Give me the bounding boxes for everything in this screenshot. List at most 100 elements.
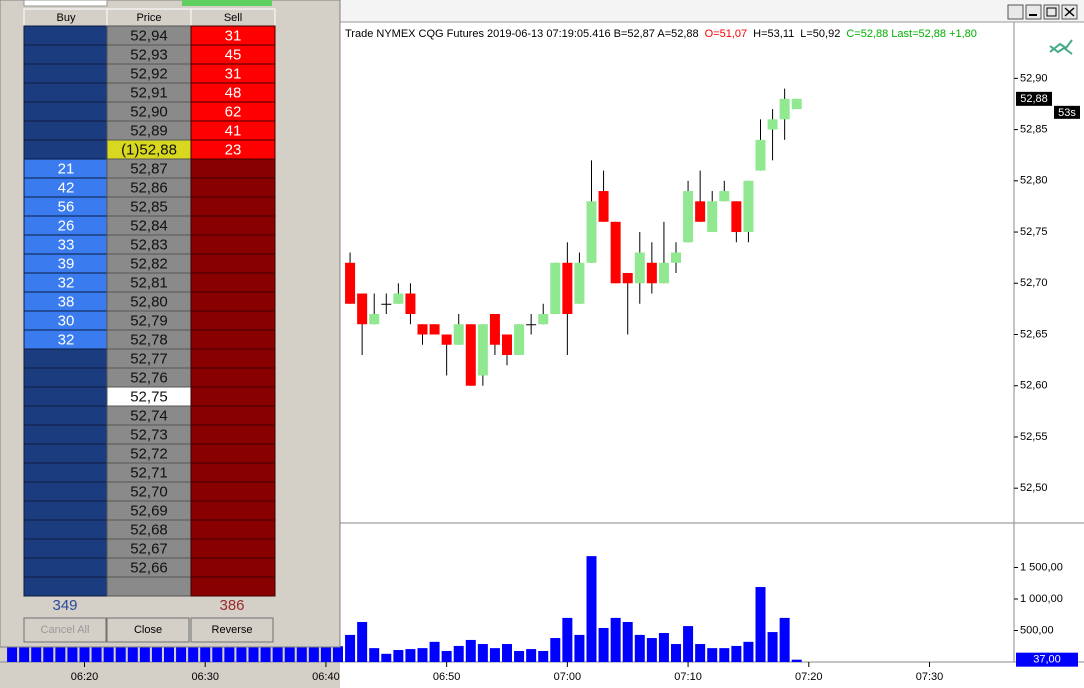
button [23, 617, 107, 643]
buy-size: 21 [58, 160, 75, 177]
dom-top-cell [23, 0, 108, 7]
volume-bar [19, 646, 30, 662]
sell-cell [190, 519, 276, 540]
button-label: Reverse [212, 624, 253, 636]
button[interactable] [190, 617, 274, 643]
sell-cell [190, 272, 276, 293]
volume-bar [260, 646, 271, 662]
x-tick-label: 07:10 [674, 671, 702, 683]
sell-cell [190, 481, 276, 502]
chart-settings-icon[interactable] [1049, 39, 1073, 55]
buy-cell [23, 500, 109, 521]
candle-body [417, 324, 428, 335]
price: 52,73 [130, 426, 168, 443]
price: 52,86 [130, 179, 168, 196]
header-item: C=52,88 Last=52,88 +1,80 [846, 28, 977, 40]
candle-body [610, 221, 621, 284]
close-icon [1064, 7, 1075, 17]
volume-bar [550, 638, 561, 662]
x-tick-label: 06:20 [71, 671, 99, 683]
x-tick-label: 07:20 [795, 671, 823, 683]
sell-cell [190, 367, 276, 388]
candle-body [514, 324, 525, 355]
sell-size: 31 [225, 27, 242, 44]
buy-size: 30 [58, 312, 75, 329]
last-price-label: 52,88 [1020, 93, 1048, 105]
bar-timer: 53s [1058, 107, 1076, 119]
buy-cell [23, 557, 109, 578]
candle-body [586, 201, 597, 263]
volume-bar [767, 632, 778, 662]
restore-button[interactable] [1007, 4, 1024, 20]
buy-cell [23, 63, 109, 84]
last-volume-label: 37,00 [1033, 654, 1061, 666]
price: 52,89 [130, 122, 168, 139]
volume-bar [320, 646, 331, 662]
volume-bar [393, 650, 404, 662]
price: 52,83 [130, 236, 168, 253]
buy-size: 32 [58, 331, 75, 348]
volume-bar [91, 646, 102, 662]
candle-body [453, 324, 464, 345]
candle-body [489, 314, 500, 345]
volume-bar [417, 648, 428, 662]
candle-body [538, 314, 549, 325]
volume-bar [55, 646, 66, 662]
buy-cell [23, 462, 109, 483]
window-buttons [1007, 4, 1078, 20]
dom-top-indicator [182, 0, 272, 6]
buy-total: 349 [52, 597, 77, 614]
volume-bar [188, 646, 199, 662]
buy-size: 33 [58, 236, 75, 253]
volume-bar [719, 648, 730, 662]
volume-bar [164, 646, 174, 662]
candle-body [622, 273, 633, 284]
price-cell [106, 576, 192, 597]
volume-bar [429, 641, 440, 662]
price: 52,78 [130, 331, 168, 348]
volume-bar [67, 646, 78, 662]
sell-size: 31 [225, 65, 242, 82]
sell-size: 45 [225, 46, 242, 63]
chart-window [340, 0, 1084, 688]
volume-bar [465, 639, 476, 662]
candle-body [441, 334, 452, 345]
price: 52,70 [130, 483, 168, 500]
candle-body [465, 324, 476, 386]
volume-bar [622, 621, 633, 662]
button[interactable] [106, 617, 190, 643]
volume-bar [695, 644, 706, 662]
sell-cell [190, 538, 276, 559]
sell-total: 386 [219, 597, 244, 614]
buy-cell [23, 82, 109, 103]
price: 52,85 [130, 198, 168, 215]
volume-bar [224, 646, 235, 662]
candle-body [695, 201, 706, 222]
buy-cell [23, 44, 109, 65]
maximize-button[interactable] [1043, 4, 1060, 20]
volume-bar [586, 556, 597, 662]
volume-bar [441, 650, 452, 662]
candle-body [731, 201, 742, 233]
volume-bar [248, 646, 259, 662]
header-item: H=53,11 [753, 28, 794, 40]
buy-cell [23, 386, 109, 407]
buy-cell [23, 519, 109, 540]
price: 52,66 [130, 559, 168, 576]
sell-cell [190, 443, 276, 464]
candle-body [634, 252, 645, 284]
price: 52,80 [130, 293, 168, 310]
price: 52,77 [130, 350, 168, 367]
volume-bar [502, 644, 512, 662]
minimize-button[interactable] [1025, 4, 1042, 20]
volume-bar [103, 646, 114, 662]
header-item: L=50,92 [800, 28, 840, 40]
volume-bar [151, 646, 162, 662]
volume-bar [658, 633, 669, 662]
volume-bar [357, 621, 368, 662]
sell-cell [190, 557, 276, 578]
sell-cell [190, 500, 276, 521]
volume-bar [79, 646, 90, 662]
buy-size: 32 [58, 274, 75, 291]
buy-cell [23, 348, 109, 369]
